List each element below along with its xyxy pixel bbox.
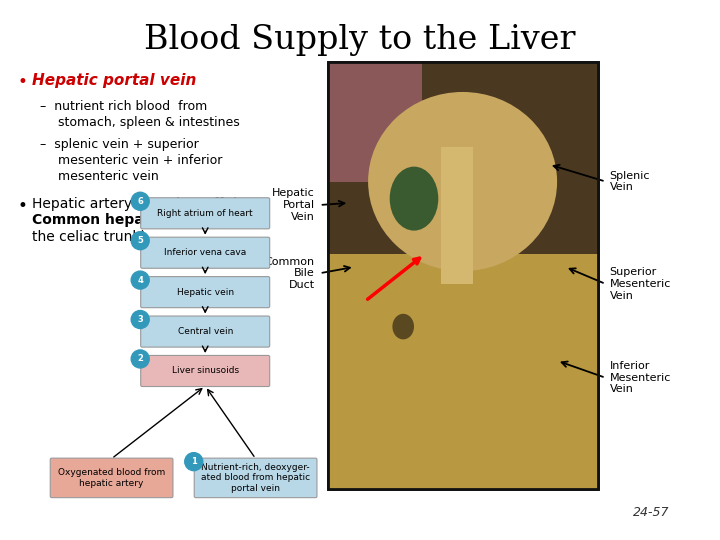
Bar — [328, 254, 598, 489]
Text: Right atrium of heart: Right atrium of heart — [158, 209, 253, 218]
Ellipse shape — [390, 167, 438, 231]
Text: the celiac trunk): the celiac trunk) — [32, 230, 146, 244]
Text: 24-57: 24-57 — [633, 507, 670, 519]
FancyBboxPatch shape — [194, 458, 317, 498]
Text: 1: 1 — [191, 457, 197, 466]
Text: Central vein: Central vein — [178, 327, 233, 336]
Text: Superior
Mesenteric
Vein: Superior Mesenteric Vein — [610, 267, 671, 301]
FancyBboxPatch shape — [140, 198, 270, 229]
FancyBboxPatch shape — [140, 237, 270, 268]
Text: Blood Supply to the Liver: Blood Supply to the Liver — [144, 24, 576, 56]
Text: 6: 6 — [138, 197, 143, 206]
FancyBboxPatch shape — [140, 316, 270, 347]
Text: mesenteric vein + inferior: mesenteric vein + inferior — [58, 154, 222, 167]
Ellipse shape — [368, 92, 557, 271]
Text: –  splenic vein + superior: – splenic vein + superior — [40, 138, 199, 151]
Text: 4: 4 — [138, 275, 143, 285]
Circle shape — [131, 271, 149, 289]
Text: Splenic
Vein: Splenic Vein — [610, 171, 650, 192]
Text: Common hepatic artery: Common hepatic artery — [32, 213, 217, 227]
FancyBboxPatch shape — [50, 458, 173, 498]
Text: stomach, spleen & intestines: stomach, spleen & intestines — [58, 116, 240, 129]
Circle shape — [131, 310, 149, 328]
Text: 5: 5 — [138, 236, 143, 245]
Bar — [328, 62, 422, 181]
Text: Hepatic vein: Hepatic vein — [176, 288, 234, 296]
Text: •: • — [18, 197, 28, 215]
Text: Nutrient-rich, deoxyger-
ated blood from hepatic
portal vein: Nutrient-rich, deoxyger- ated blood from… — [201, 463, 310, 493]
Text: •: • — [18, 73, 28, 91]
FancyBboxPatch shape — [140, 355, 270, 387]
Text: Inferior vena cava: Inferior vena cava — [164, 248, 246, 257]
Circle shape — [185, 453, 203, 471]
FancyBboxPatch shape — [140, 276, 270, 308]
Text: mesenteric vein: mesenteric vein — [58, 170, 158, 183]
Text: (from: (from — [187, 213, 230, 227]
Text: Common
Bile
Duct: Common Bile Duct — [264, 256, 315, 290]
Circle shape — [131, 232, 149, 249]
Bar — [328, 62, 598, 254]
Bar — [441, 147, 474, 284]
Text: Hepatic portal vein: Hepatic portal vein — [32, 73, 197, 88]
Circle shape — [131, 350, 149, 368]
Circle shape — [131, 192, 149, 210]
Text: –  nutrient rich blood  from: – nutrient rich blood from — [40, 100, 207, 113]
Text: 2: 2 — [138, 354, 143, 363]
Text: Liver sinusoids: Liver sinusoids — [171, 367, 239, 375]
Bar — [328, 62, 598, 489]
Ellipse shape — [392, 314, 414, 339]
Text: Hepatic artery branches off the: Hepatic artery branches off the — [32, 197, 251, 211]
Text: Hepatic
Portal
Vein: Hepatic Portal Vein — [272, 188, 315, 221]
Text: Inferior
Mesenteric
Vein: Inferior Mesenteric Vein — [610, 361, 671, 394]
Bar — [328, 62, 598, 489]
Text: Oxygenated blood from
hepatic artery: Oxygenated blood from hepatic artery — [58, 468, 165, 488]
Text: 3: 3 — [138, 315, 143, 324]
